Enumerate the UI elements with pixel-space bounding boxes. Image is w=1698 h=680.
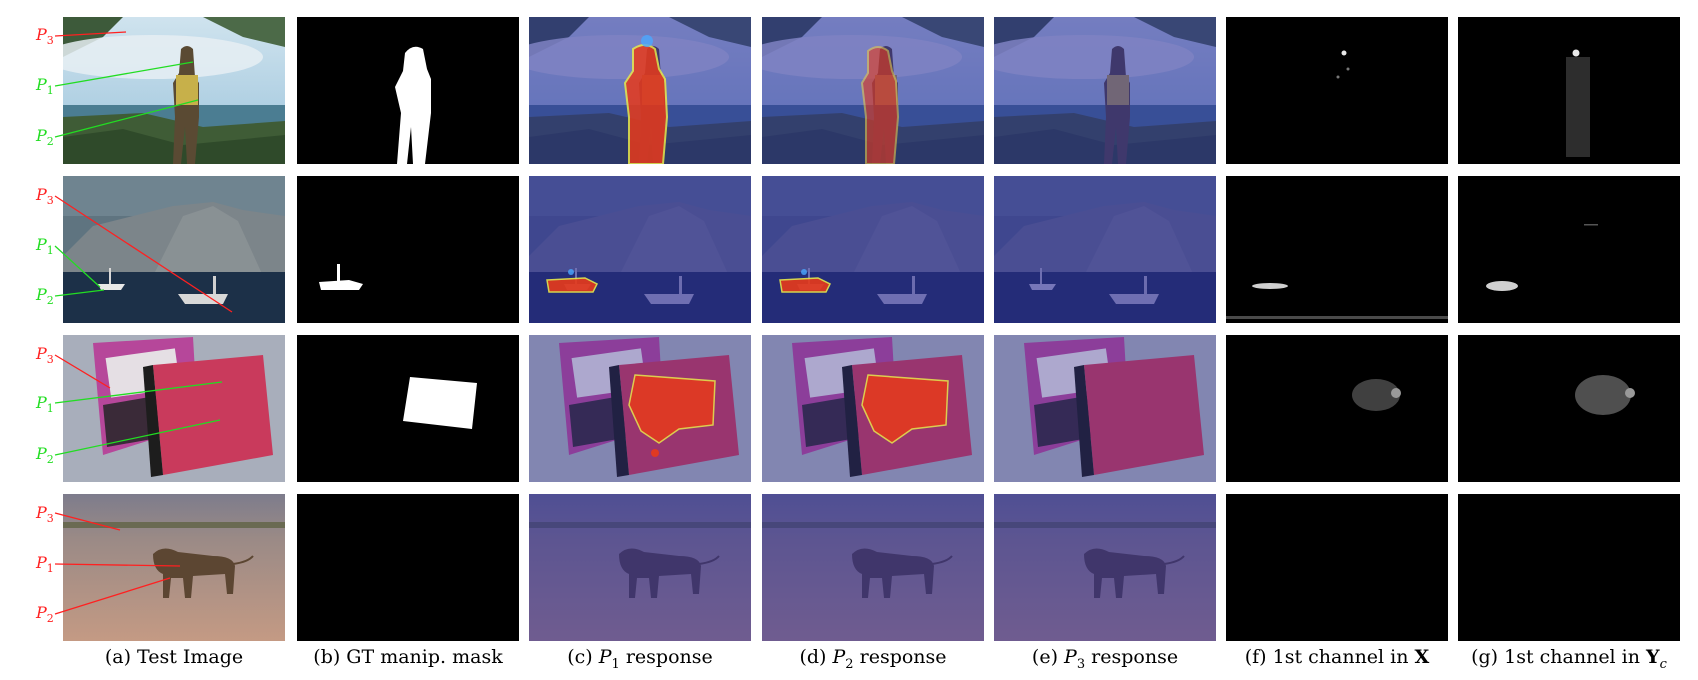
p1-response-row2 — [529, 176, 751, 323]
caption-f: (f) 1st channel in X — [1244, 646, 1430, 668]
p1-response-row3 — [529, 335, 751, 482]
test-image-row3 — [63, 335, 285, 482]
p3-response-row2 — [994, 176, 1216, 323]
x-channel-map-row1 — [1226, 17, 1448, 164]
label-p1-row2: P1 — [36, 235, 54, 258]
label-p3-row4: P3 — [36, 503, 54, 526]
label-p3-row3: P3 — [36, 344, 54, 367]
caption-g: (g) 1st channel in Yc — [1471, 646, 1667, 672]
x-channel-map-row3 — [1226, 335, 1448, 482]
label-p1-row1: P1 — [36, 75, 54, 98]
label-p3-row1: P3 — [36, 25, 54, 48]
caption-b: (b) GT manip. mask — [313, 646, 503, 668]
p3-response-row1 — [994, 17, 1216, 164]
x-channel-map-row2 — [1226, 176, 1448, 323]
p1-response-row1 — [529, 17, 751, 164]
label-p1-row3: P1 — [36, 393, 54, 416]
gt-mask-row4 — [297, 494, 519, 641]
yc-channel-map-row4 — [1458, 494, 1680, 641]
caption-e: (e) P3 response — [1031, 646, 1179, 672]
label-p1-row4: P1 — [36, 553, 54, 576]
p2-response-row4 — [762, 494, 984, 641]
p2-response-row2 — [762, 176, 984, 323]
test-image-row1 — [63, 17, 285, 164]
yc-channel-map-row2 — [1458, 176, 1680, 323]
caption-a: (a) Test Image — [104, 646, 244, 668]
gt-mask-row2 — [297, 176, 519, 323]
label-p2-row3: P2 — [36, 444, 54, 467]
p2-response-row1 — [762, 17, 984, 164]
label-p2-row1: P2 — [36, 126, 54, 149]
p3-response-row4 — [994, 494, 1216, 641]
label-p2-row2: P2 — [36, 285, 54, 308]
label-p3-row2: P3 — [36, 185, 54, 208]
gt-mask-row3 — [297, 335, 519, 482]
p1-response-row4 — [529, 494, 751, 641]
x-channel-map-row4 — [1226, 494, 1448, 641]
caption-d: (d) P2 response — [799, 646, 947, 672]
yc-channel-map-row1 — [1458, 17, 1680, 164]
yc-channel-map-row3 — [1458, 335, 1680, 482]
test-image-row4 — [63, 494, 285, 641]
test-image-row2 — [63, 176, 285, 323]
caption-c: (c) P1 response — [567, 646, 713, 672]
p2-response-row3 — [762, 335, 984, 482]
label-p2-row4: P2 — [36, 603, 54, 626]
gt-mask-row1 — [297, 17, 519, 164]
p3-response-row3 — [994, 335, 1216, 482]
